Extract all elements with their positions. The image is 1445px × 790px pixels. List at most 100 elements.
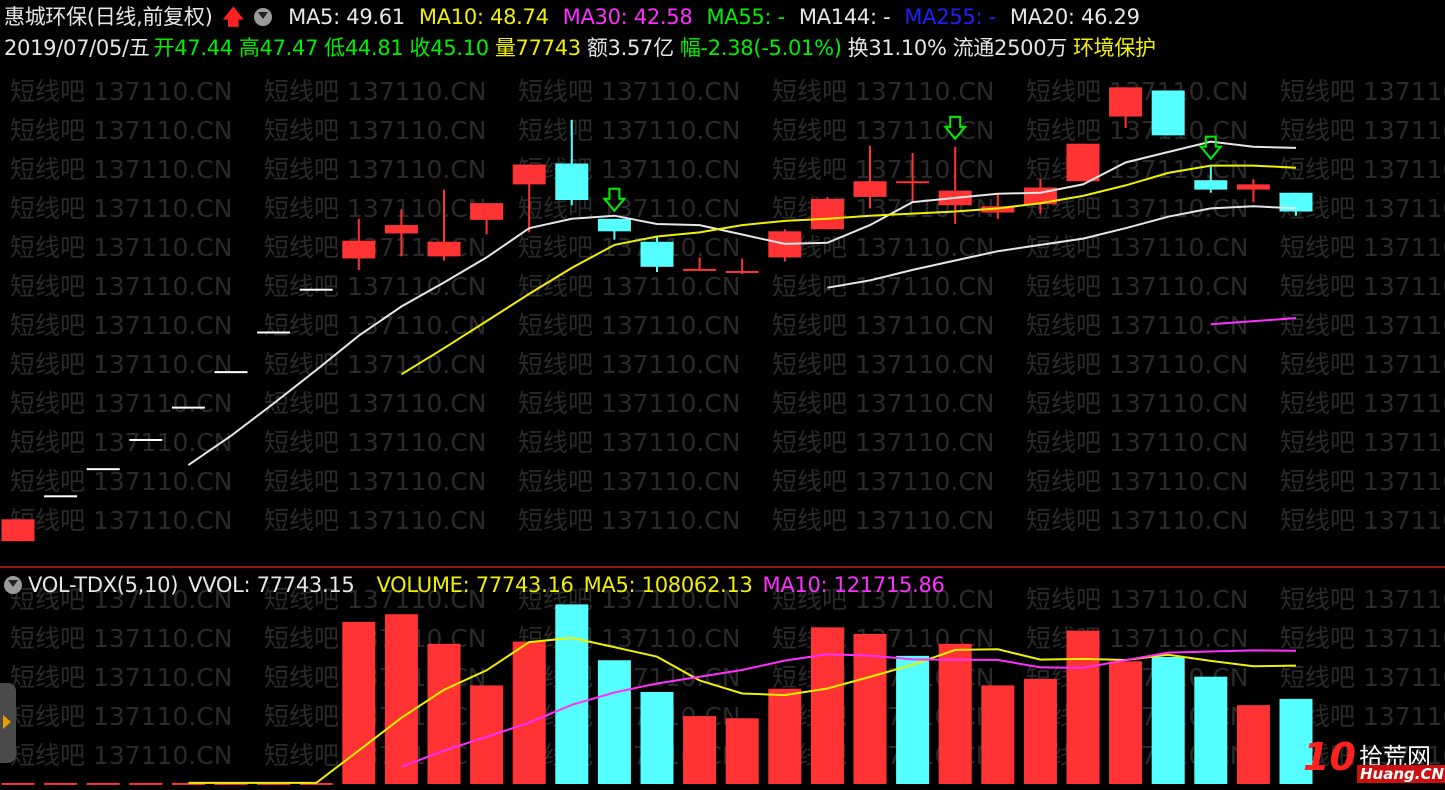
candle [214, 371, 248, 374]
watermark-text: 短线吧 137110.CN [1280, 272, 1445, 301]
watermark-text: 短线吧 137110.CN [1026, 311, 1249, 340]
volume-bar [853, 633, 887, 784]
watermark-text: 短线吧 137110.CN [1026, 624, 1249, 653]
quote-amount: 额3.57亿 [586, 36, 674, 60]
volume-bar [384, 614, 418, 784]
watermark-text: 短线吧 137110.CN [10, 585, 233, 614]
volume-bar [981, 685, 1015, 784]
candle [1194, 166, 1228, 193]
watermark-text: 短线吧 137110.CN [264, 467, 487, 496]
watermark-text: 短线吧 137110.CN [264, 194, 487, 223]
quote-date: 2019/07/05/五 [4, 36, 150, 60]
volume-bar [1151, 656, 1185, 784]
ma-header: 惠城环保(日线,前复权) 🡅 MA5: 49.61 MA10: 48.74 MA30:… [4, 5, 1164, 29]
candle-body [810, 198, 844, 230]
watermark-text: 短线吧 137110.CN [1026, 428, 1249, 457]
quote-float: 流通2500万 [952, 36, 1068, 60]
watermark-text: 短线吧 137110.CN [264, 116, 487, 145]
candle [725, 258, 759, 275]
ma-labels: MA5: 49.61 MA10: 48.74 MA30: 42.58 MA55: - M… [288, 5, 1154, 29]
vol-ma10-value: MA10: 121715.86 [762, 573, 945, 597]
watermark-text: 短线吧 137110.CN [10, 741, 233, 770]
watermark-text: 短线吧 137110.CN [1280, 155, 1445, 184]
volume-bar [427, 643, 461, 784]
volume-bar [768, 688, 802, 784]
candle [683, 257, 717, 271]
candle-body [853, 181, 887, 197]
candle [470, 203, 504, 235]
candle-body [86, 468, 120, 471]
quote-open: 开47.44 [153, 36, 234, 60]
vol-ma5-line [188, 636, 1297, 784]
volume-header: VOL-TDX(5,10) VVOL: 77743.15 VOLUME: 77743… [4, 573, 955, 597]
ma-label-3: MA55: - [706, 5, 785, 29]
candle-body [1194, 180, 1228, 190]
watermark-text: 短线吧 137110.CN [1280, 428, 1445, 457]
volume-bar [342, 621, 376, 784]
volume-bar [257, 782, 291, 785]
watermark-text: 短线吧 137110.CN [1026, 233, 1249, 262]
watermark-text: 短线吧 137110.CN [264, 428, 487, 457]
watermark-text: 短线吧 137110.CN [1280, 311, 1445, 340]
candle [512, 164, 546, 233]
dropdown-circle-icon[interactable] [4, 576, 22, 594]
vol-volume-value: VOLUME: 77743.16 [376, 573, 574, 597]
candle-body [384, 225, 418, 234]
quote-turnover: 换31.10% [847, 36, 947, 60]
volume-bar [683, 716, 717, 784]
stock-title[interactable]: 惠城环保(日线,前复权) [4, 5, 213, 29]
volume-bar [214, 782, 248, 785]
candle [384, 209, 418, 257]
ma-label-2: MA30: 42.58 [562, 5, 693, 29]
watermark-text: 短线吧 137110.CN [1280, 233, 1445, 262]
quote-volume: 量77743 [494, 36, 581, 60]
volume-bar [470, 685, 504, 784]
volume-bar [1109, 661, 1143, 784]
watermark-text: 短线吧 137110.CN [518, 624, 741, 653]
watermark-text: 短线吧 137110.CN [518, 233, 741, 262]
logo-number: 10 [1303, 735, 1356, 779]
watermark-text: 短线吧 137110.CN [518, 155, 741, 184]
watermark-text: 短线吧 137110.CN [10, 428, 233, 457]
watermark-text: 短线吧 137110.CN [518, 311, 741, 340]
watermark-text: 短线吧 137110.CN [772, 467, 995, 496]
candle [1023, 179, 1057, 214]
volume-bar [810, 627, 844, 784]
watermark-text: 短线吧 137110.CN [518, 585, 741, 614]
watermark-text: 短线吧 137110.CN [10, 702, 233, 731]
volume-bar [1236, 705, 1270, 784]
scroll-tab-icon[interactable] [0, 683, 16, 763]
logo-domain: Huang.CN [1357, 765, 1445, 783]
watermark-text: 短线吧 137110.CN [10, 272, 233, 301]
candle [810, 196, 844, 230]
ma30-line [1210, 317, 1297, 326]
watermark-text: 短线吧 137110.CN [264, 585, 487, 614]
watermark-text: 短线吧 137110.CN [772, 77, 995, 106]
candle [555, 119, 589, 206]
candle-body [683, 268, 717, 271]
up-arrow-icon: 🡅 [222, 5, 244, 29]
quote-sector[interactable]: 环境保护 [1072, 36, 1156, 60]
volume-bar [1194, 676, 1228, 784]
watermark-text: 短线吧 137110.CN [1026, 116, 1249, 145]
candle-body [129, 438, 163, 441]
candle [427, 189, 461, 261]
quote-low: 低44.81 [324, 36, 404, 60]
candle [171, 406, 205, 409]
dropdown-circle-icon[interactable] [253, 8, 272, 26]
watermark-text: 短线吧 137110.CN [264, 350, 487, 379]
volume-bar [86, 782, 120, 785]
candle [129, 438, 163, 441]
vol-indicator-name[interactable]: VOL-TDX(5,10) [28, 573, 179, 597]
candle-body [640, 241, 674, 267]
watermark-text: 短线吧 137110.CN [1026, 389, 1249, 418]
down-arrow-signal-icon [1198, 135, 1223, 161]
candle-body [597, 218, 631, 232]
volume-bar [1066, 630, 1100, 784]
down-arrow-signal-icon [602, 187, 627, 213]
volume-bar [299, 782, 333, 785]
watermark-text: 短线吧 137110.CN [264, 77, 487, 106]
ma10-line [400, 164, 1297, 376]
watermark-text: 短线吧 137110.CN [772, 155, 995, 184]
